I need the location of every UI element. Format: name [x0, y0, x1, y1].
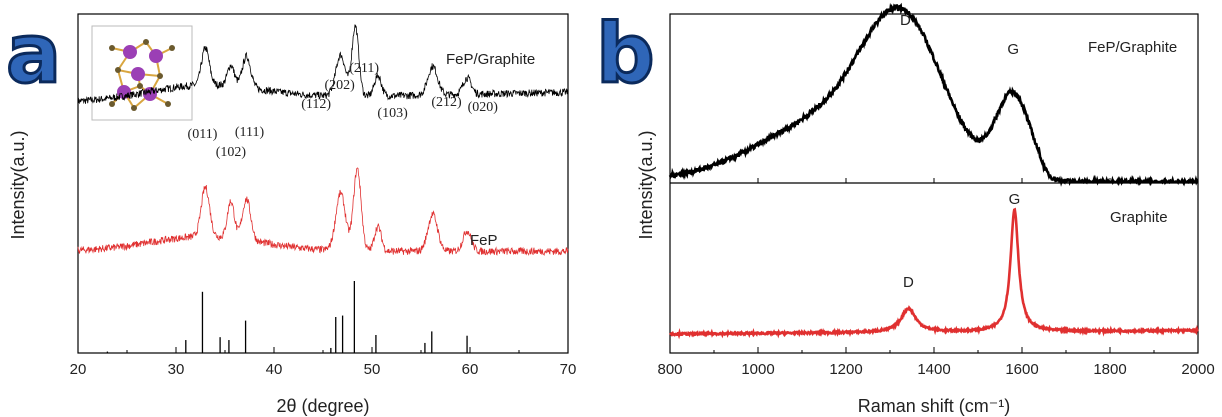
raman-peak-label: G	[1007, 41, 1019, 58]
raman-trace-graphite	[668, 207, 1199, 340]
small-atom	[131, 105, 137, 111]
peak-label: (112)	[301, 97, 331, 112]
raman-y-axis-title: Intensity(a.u.)	[636, 130, 656, 239]
xrd-x-tick-label: 50	[364, 361, 381, 378]
xrd-x-tick-label: 20	[70, 361, 87, 378]
raman-peak-labels: D G D G	[900, 12, 1020, 291]
raman-x-tick-label: 1000	[741, 361, 774, 378]
reference-pattern	[106, 281, 468, 353]
xrd-panel: (011) (102) (111) (112) (202) (211) (103) (212)…	[8, 13, 577, 416]
series-label-fep-graphite: FeP/Graphite	[446, 51, 535, 68]
peak-label: (211)	[349, 61, 379, 76]
xrd-x-tick-label: 70	[560, 361, 577, 378]
raman-x-axis-title: Raman shift (cm⁻¹)	[858, 396, 1011, 416]
xrd-x-tick-label: 60	[462, 361, 479, 378]
peak-label: (202)	[324, 78, 355, 93]
small-atom	[109, 101, 115, 107]
crystal-structure-inset	[91, 25, 193, 121]
raman-x-tick-label: 800	[657, 361, 682, 378]
raman-trace-fep-graphite	[668, 2, 1199, 187]
small-atom	[169, 45, 175, 51]
small-atom	[165, 101, 171, 107]
peak-labels: (011) (102) (111) (112) (202) (211) (103) (212)…	[188, 61, 499, 160]
raman-x-tick-label: 2000	[1181, 361, 1214, 378]
atom	[131, 67, 145, 81]
xrd-x-tick-label: 30	[168, 361, 185, 378]
small-atom	[143, 39, 149, 45]
series-label-fep-graphite-raman: FeP/Graphite	[1088, 39, 1177, 56]
panel-letter-a: a	[6, 7, 61, 102]
raman-x-tick-label: 1800	[1093, 361, 1126, 378]
raman-peak-label: G	[1009, 191, 1021, 208]
raman-x-tick-label: 1400	[917, 361, 950, 378]
raman-peak-label: D	[900, 12, 911, 29]
raman-x-tick-label: 1200	[829, 361, 862, 378]
peak-label: (212)	[431, 95, 462, 110]
small-atom	[109, 45, 115, 51]
raman-x-ticks: 800 1000 1200 1400 1600 1800 2000	[657, 178, 1215, 378]
atom	[123, 45, 137, 59]
xrd-x-axis-title: 2θ (degree)	[276, 396, 369, 416]
raman-x-tick-label: 1600	[1005, 361, 1038, 378]
peak-label: (103)	[377, 106, 408, 121]
peak-label: (102)	[216, 145, 247, 160]
xrd-trace-fep	[77, 167, 569, 256]
peak-label: (020)	[468, 100, 499, 115]
small-atom	[115, 67, 121, 73]
xrd-y-axis-title: Intensity(a.u.)	[8, 130, 28, 239]
inset-frame	[91, 25, 193, 121]
xrd-x-tick-label: 40	[266, 361, 283, 378]
series-label-fep: FeP	[470, 232, 498, 249]
peak-label: (111)	[235, 125, 265, 140]
panel-letter-b: b	[596, 7, 655, 102]
small-atom	[157, 73, 163, 79]
xrd-trace-fep-graphite	[77, 24, 569, 105]
raman-peak-label: D	[903, 274, 914, 291]
peak-label: (011)	[188, 127, 218, 142]
series-label-graphite: Graphite	[1110, 209, 1168, 226]
raman-panel: D G D G 800 1000 1200 1400 1600 1800 2000 FeP/Gra…	[636, 2, 1215, 416]
atom	[149, 49, 163, 63]
xrd-x-ticks: 20 30 40 50 60 70	[70, 347, 577, 378]
small-atom	[137, 83, 143, 89]
xrd-traces	[77, 24, 569, 256]
